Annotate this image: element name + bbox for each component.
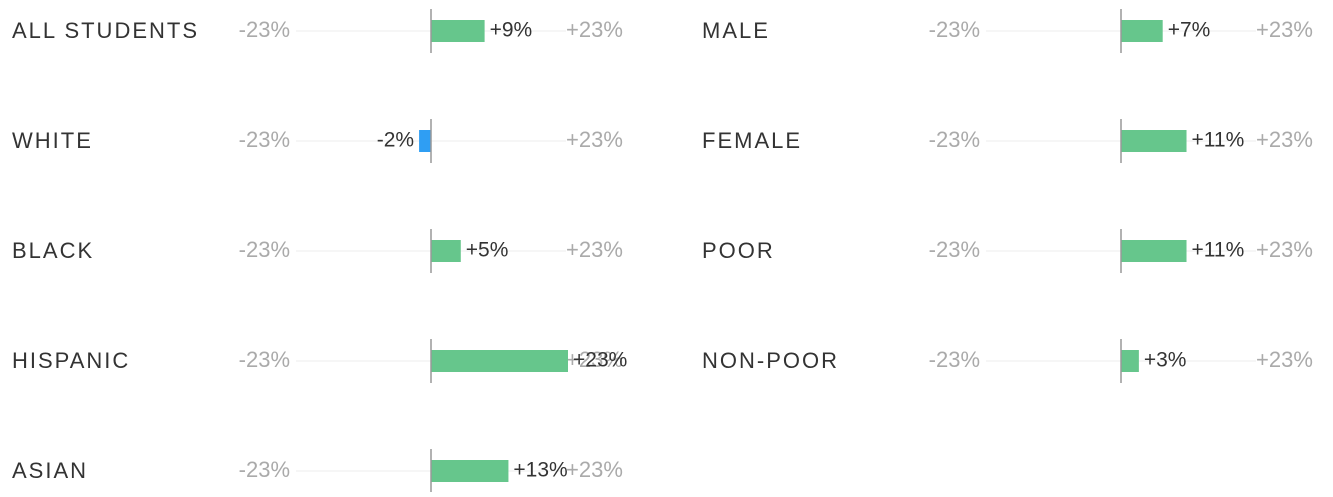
value-label: +11% — [1192, 129, 1245, 152]
bar — [431, 240, 461, 262]
bar — [1121, 130, 1187, 152]
bar — [1121, 240, 1187, 262]
value-label: +7% — [1168, 19, 1211, 42]
x-tick-label: -23% — [929, 237, 980, 262]
value-label: +11% — [1192, 239, 1245, 262]
value-label: +9% — [490, 19, 533, 42]
bar — [431, 350, 568, 372]
bar — [431, 460, 509, 482]
category-label: FEMALE — [702, 128, 802, 153]
x-tick-label: -23% — [239, 17, 290, 42]
x-tick-label: +23% — [566, 237, 623, 262]
x-tick-label: +23% — [1256, 127, 1313, 152]
category-label: WHITE — [12, 128, 93, 153]
category-label: ASIAN — [12, 458, 88, 483]
category-label: MALE — [702, 18, 770, 43]
x-tick-label: +23% — [566, 127, 623, 152]
x-tick-label: -23% — [239, 127, 290, 152]
bar — [419, 130, 431, 152]
x-tick-label: -23% — [239, 237, 290, 262]
bar — [1121, 20, 1163, 42]
x-tick-label: +23% — [1256, 17, 1313, 42]
x-tick-label: +23% — [566, 457, 623, 482]
x-tick-label: -23% — [239, 347, 290, 372]
x-tick-label: +23% — [1256, 347, 1313, 372]
x-tick-label: -23% — [929, 347, 980, 372]
bar — [1121, 350, 1139, 372]
value-label: +3% — [1144, 349, 1187, 372]
value-label: -2% — [377, 129, 414, 152]
x-tick-label: -23% — [239, 457, 290, 482]
value-label: +23% — [573, 349, 627, 372]
x-tick-label: -23% — [929, 17, 980, 42]
x-tick-label: +23% — [1256, 237, 1313, 262]
value-label: +13% — [513, 459, 567, 482]
category-label: POOR — [702, 238, 775, 263]
bar — [431, 20, 485, 42]
x-tick-label: +23% — [566, 347, 623, 372]
category-label: ALL STUDENTS — [12, 18, 199, 43]
x-tick-label: +23% — [566, 17, 623, 42]
value-label: +5% — [466, 239, 509, 262]
category-label: BLACK — [12, 238, 94, 263]
category-label: HISPANIC — [12, 348, 130, 373]
category-label: NON-POOR — [702, 348, 839, 373]
x-tick-label: -23% — [929, 127, 980, 152]
